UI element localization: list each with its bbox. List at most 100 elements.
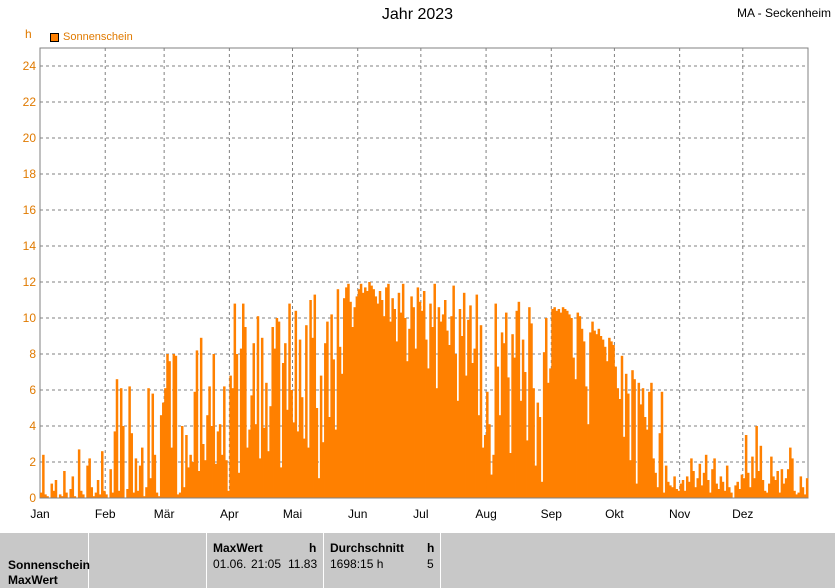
sunshine-bar — [671, 487, 674, 498]
sunshine-bar — [241, 303, 245, 498]
sunshine-bar — [538, 417, 542, 498]
sunshine-bar — [603, 346, 607, 498]
sunshine-bar — [298, 339, 302, 498]
sunshine-bar — [187, 467, 190, 498]
sunshine-bar — [763, 490, 767, 498]
sunshine-bar — [536, 402, 540, 498]
sunshine-bar — [61, 496, 64, 498]
sunshine-bar — [570, 318, 573, 498]
sunshine-bar — [288, 303, 291, 498]
sunshine-bar — [332, 359, 335, 498]
sunshine-bar — [744, 435, 748, 498]
summary-footer: Sonnenschein MaxWert MaxWert h 01.06. 21… — [0, 533, 835, 588]
footer-label-cell — [0, 533, 89, 588]
chart-title: Jahr 2023 — [381, 6, 454, 23]
sunshine-bar — [530, 323, 533, 498]
sunshine-bar — [44, 494, 47, 498]
sunshine-bar — [627, 393, 630, 498]
sunshine-bar — [418, 301, 422, 498]
sunshine-bar — [446, 330, 449, 498]
avg-unit: h — [427, 541, 435, 555]
sunshine-bar — [450, 316, 453, 498]
sunshine-bar — [521, 339, 525, 498]
sunshine-bar — [584, 386, 588, 498]
y-tick-label: 2 — [29, 455, 36, 469]
sunshine-bar — [317, 478, 321, 498]
y-tick-label: 12 — [23, 275, 37, 289]
sunshine-bar — [593, 330, 596, 498]
sunshine-bar — [355, 296, 359, 498]
sunshine-bar — [227, 490, 230, 498]
sunshine-bar — [690, 458, 693, 498]
sunshine-bar — [759, 445, 763, 498]
sunshine-bar — [786, 469, 790, 498]
sunshine-bar — [88, 458, 91, 498]
legend-swatch — [50, 32, 59, 42]
sunshine-bar — [336, 289, 340, 498]
sunshine-bar — [471, 363, 474, 498]
sunshine-bar — [265, 382, 268, 498]
legend: Sonnenschein — [50, 31, 133, 43]
sunshine-bar — [168, 361, 171, 498]
sunshine-bar — [130, 433, 133, 498]
sunshine-bar — [643, 417, 647, 498]
avg-total: 1698:15 h — [330, 557, 384, 571]
sunshine-bar — [145, 487, 148, 498]
sunshine-bar — [94, 492, 98, 498]
sunshine-bar — [599, 336, 603, 498]
sunshine-bar — [713, 458, 716, 498]
sunshine-bar — [544, 318, 548, 498]
sunshine-bar — [433, 283, 436, 498]
sunshine-bar — [477, 415, 481, 498]
sunshine-bar — [797, 492, 800, 498]
sunshine-bar — [557, 309, 561, 498]
row-label-sunshine: Sonnenschein — [8, 558, 91, 572]
sunshine-bar — [393, 309, 396, 498]
sunshine-bar — [321, 442, 325, 498]
y-tick-label: 16 — [23, 203, 37, 217]
sunshine-bar — [284, 343, 287, 498]
sunshine-bar — [290, 390, 293, 498]
sunshine-bar — [202, 444, 205, 498]
sunshine-bar — [698, 463, 702, 498]
sunshine-bar — [338, 346, 342, 498]
sunshine-bar — [582, 341, 586, 498]
sunshine-bar — [757, 471, 761, 498]
sunshine-bar — [568, 314, 571, 498]
sunshine-bar — [90, 487, 94, 498]
sunshine-bar — [229, 375, 232, 498]
sunshine-bar — [700, 485, 704, 498]
sunshine-bar — [408, 328, 411, 498]
sunshine-bar — [311, 337, 314, 498]
sunshine-bar — [540, 481, 544, 498]
sunshine-bar — [629, 460, 632, 498]
sunshine-bar — [162, 402, 165, 498]
x-tick-label: Dez — [732, 507, 753, 521]
sunshine-bar — [637, 382, 641, 498]
sunshine-bar — [561, 307, 565, 498]
sunshine-bar — [526, 440, 529, 498]
sunshine-bar — [134, 458, 138, 498]
sunshine-bar — [669, 485, 672, 498]
sunshine-bar — [532, 388, 535, 498]
legend-label: Sonnenschein — [63, 31, 133, 43]
sunshine-bar — [351, 327, 354, 498]
sunshine-bar — [330, 314, 333, 498]
sunshine-bar — [606, 361, 609, 498]
sunshine-bar — [667, 481, 670, 498]
sunshine-bar — [258, 458, 262, 498]
sunshine-bar — [513, 357, 516, 498]
sunshine-bar — [576, 312, 580, 498]
sunshine-bar — [448, 345, 451, 498]
y-tick-label: 18 — [23, 167, 37, 181]
sunshine-bar — [208, 386, 211, 498]
sunshine-bar — [404, 318, 407, 498]
avg-header: Durchschnitt — [330, 541, 405, 555]
sunshine-bar — [616, 388, 620, 498]
sunshine-bar — [574, 379, 577, 498]
sunshine-bar — [534, 465, 537, 498]
sunshine-bar — [439, 321, 443, 498]
sunshine-bar — [799, 476, 803, 498]
sunshine-bar — [677, 490, 681, 498]
sunshine-bar — [105, 494, 108, 498]
